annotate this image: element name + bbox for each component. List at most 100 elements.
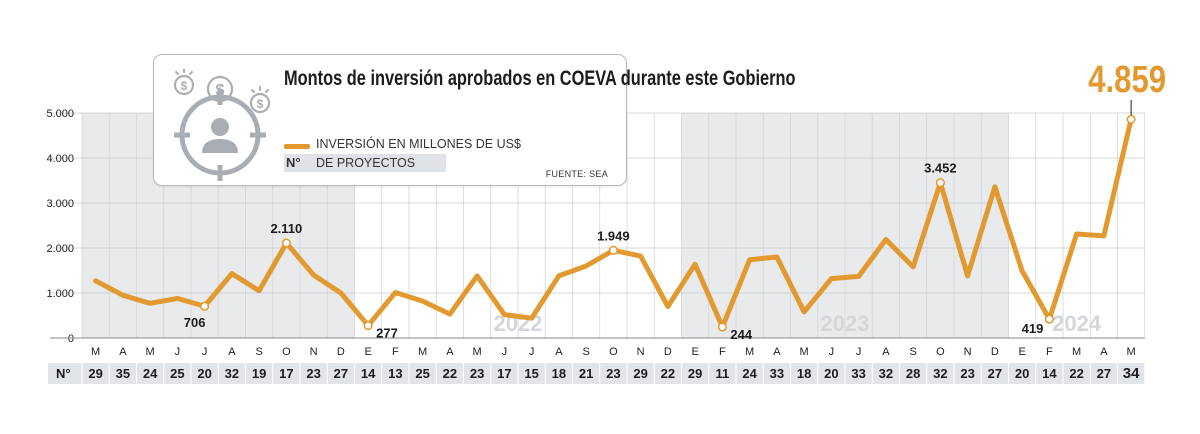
legend-bar-label: DE PROYECTOS [316, 156, 416, 170]
month-label: J [202, 346, 208, 358]
projects-count: 24 [742, 366, 757, 381]
month-label: F [1046, 346, 1053, 358]
projects-count: 33 [770, 366, 784, 381]
data-value-label: 244 [730, 327, 752, 342]
projects-count: 29 [88, 366, 102, 381]
month-label: D [991, 346, 999, 358]
chart-title: Montos de inversión aprobados en COEVA d… [284, 67, 796, 90]
month-label: S [582, 346, 589, 358]
month-label: F [392, 346, 399, 358]
month-label: J [856, 346, 862, 358]
legend-bar-symbol: N° [286, 155, 301, 170]
projects-count: 23 [306, 366, 320, 381]
data-value-label: 4.859 [1088, 59, 1166, 101]
data-value-label: 2.110 [270, 221, 302, 236]
projects-count: 22 [661, 366, 675, 381]
data-point-marker [200, 301, 210, 311]
projects-count: 17 [497, 366, 511, 381]
year-watermark: 2023 [821, 311, 870, 336]
projects-count: 32 [225, 366, 239, 381]
svg-text:$: $ [181, 79, 188, 93]
projects-count: 32 [879, 366, 893, 381]
month-label: E [364, 346, 371, 358]
projects-count: 20 [197, 366, 211, 381]
projects-count: 14 [1042, 366, 1057, 381]
projects-count: 22 [443, 366, 457, 381]
projects-count: 18 [797, 366, 811, 381]
data-value-label: 706 [184, 315, 206, 330]
projects-row [48, 363, 1145, 384]
data-point-marker [281, 238, 291, 248]
month-label: M [1127, 346, 1136, 358]
y-tick-label: 4.000 [46, 153, 74, 165]
month-label: M [418, 346, 427, 358]
projects-row-label: N° [56, 366, 71, 381]
y-tick-label: 0 [68, 333, 74, 345]
projects-count: 34 [1123, 365, 1140, 382]
month-label: S [255, 346, 262, 358]
month-label: M [745, 346, 754, 358]
month-label: D [337, 346, 345, 358]
data-point-marker [717, 322, 727, 332]
month-label: M [473, 346, 482, 358]
month-label: A [555, 346, 563, 358]
legend-line-swatch [284, 144, 310, 149]
projects-count: 17 [279, 366, 293, 381]
projects-count: 14 [361, 366, 376, 381]
projects-count: 21 [579, 366, 593, 381]
month-label: O [936, 346, 945, 358]
projects-count: 15 [524, 366, 538, 381]
month-label: A [446, 346, 454, 358]
investment-person-icon: $ $ $ [173, 69, 271, 181]
projects-count: 29 [633, 366, 647, 381]
projects-count: 27 [988, 366, 1002, 381]
projects-count: 23 [470, 366, 484, 381]
data-point-marker [608, 245, 618, 255]
month-label: A [882, 346, 890, 358]
month-label: O [282, 346, 291, 358]
projects-count: 13 [388, 366, 402, 381]
svg-text:$: $ [257, 97, 264, 111]
month-label: A [119, 346, 127, 358]
legend-bar-swatch [284, 154, 446, 172]
svg-text:$: $ [216, 82, 225, 99]
month-label: S [909, 346, 916, 358]
data-point-marker [1044, 314, 1054, 324]
projects-count: 11 [716, 366, 730, 381]
year-watermark: 2024 [1052, 311, 1102, 336]
projects-count: 23 [606, 366, 620, 381]
projects-count: 28 [906, 366, 920, 381]
month-label: E [1018, 346, 1025, 358]
month-label: M [800, 346, 809, 358]
month-label: J [175, 346, 181, 358]
month-label: D [664, 346, 672, 358]
data-value-label: 1.949 [597, 228, 630, 243]
data-point-marker [1126, 114, 1136, 124]
month-label: O [609, 346, 618, 358]
y-tick-label: 3.000 [46, 198, 74, 210]
projects-count: 24 [143, 366, 158, 381]
legend-line-label: INVERSIÓN EN MILLONES DE US$ [316, 137, 521, 151]
month-label: A [228, 346, 236, 358]
month-label: F [719, 346, 726, 358]
projects-count: 20 [1015, 366, 1029, 381]
projects-count: 20 [824, 366, 838, 381]
legend-box: $ $ $ Montos de inversión aprobados en C… [153, 54, 796, 186]
month-label: J [829, 346, 835, 358]
month-label: E [691, 346, 698, 358]
month-label: M [1072, 346, 1081, 358]
projects-count: 25 [415, 366, 429, 381]
y-tick-label: 2.000 [46, 243, 74, 255]
projects-count: 27 [1097, 366, 1111, 381]
month-label: J [502, 346, 508, 358]
projects-count: 35 [116, 366, 130, 381]
projects-count: 22 [1069, 366, 1083, 381]
month-label: M [146, 346, 155, 358]
month-label: N [637, 346, 645, 358]
month-label: N [964, 346, 972, 358]
data-point-marker [935, 178, 945, 188]
projects-count: 19 [252, 366, 266, 381]
projects-count: 32 [933, 366, 947, 381]
month-label: M [91, 346, 100, 358]
y-tick-label: 5.000 [46, 108, 74, 120]
